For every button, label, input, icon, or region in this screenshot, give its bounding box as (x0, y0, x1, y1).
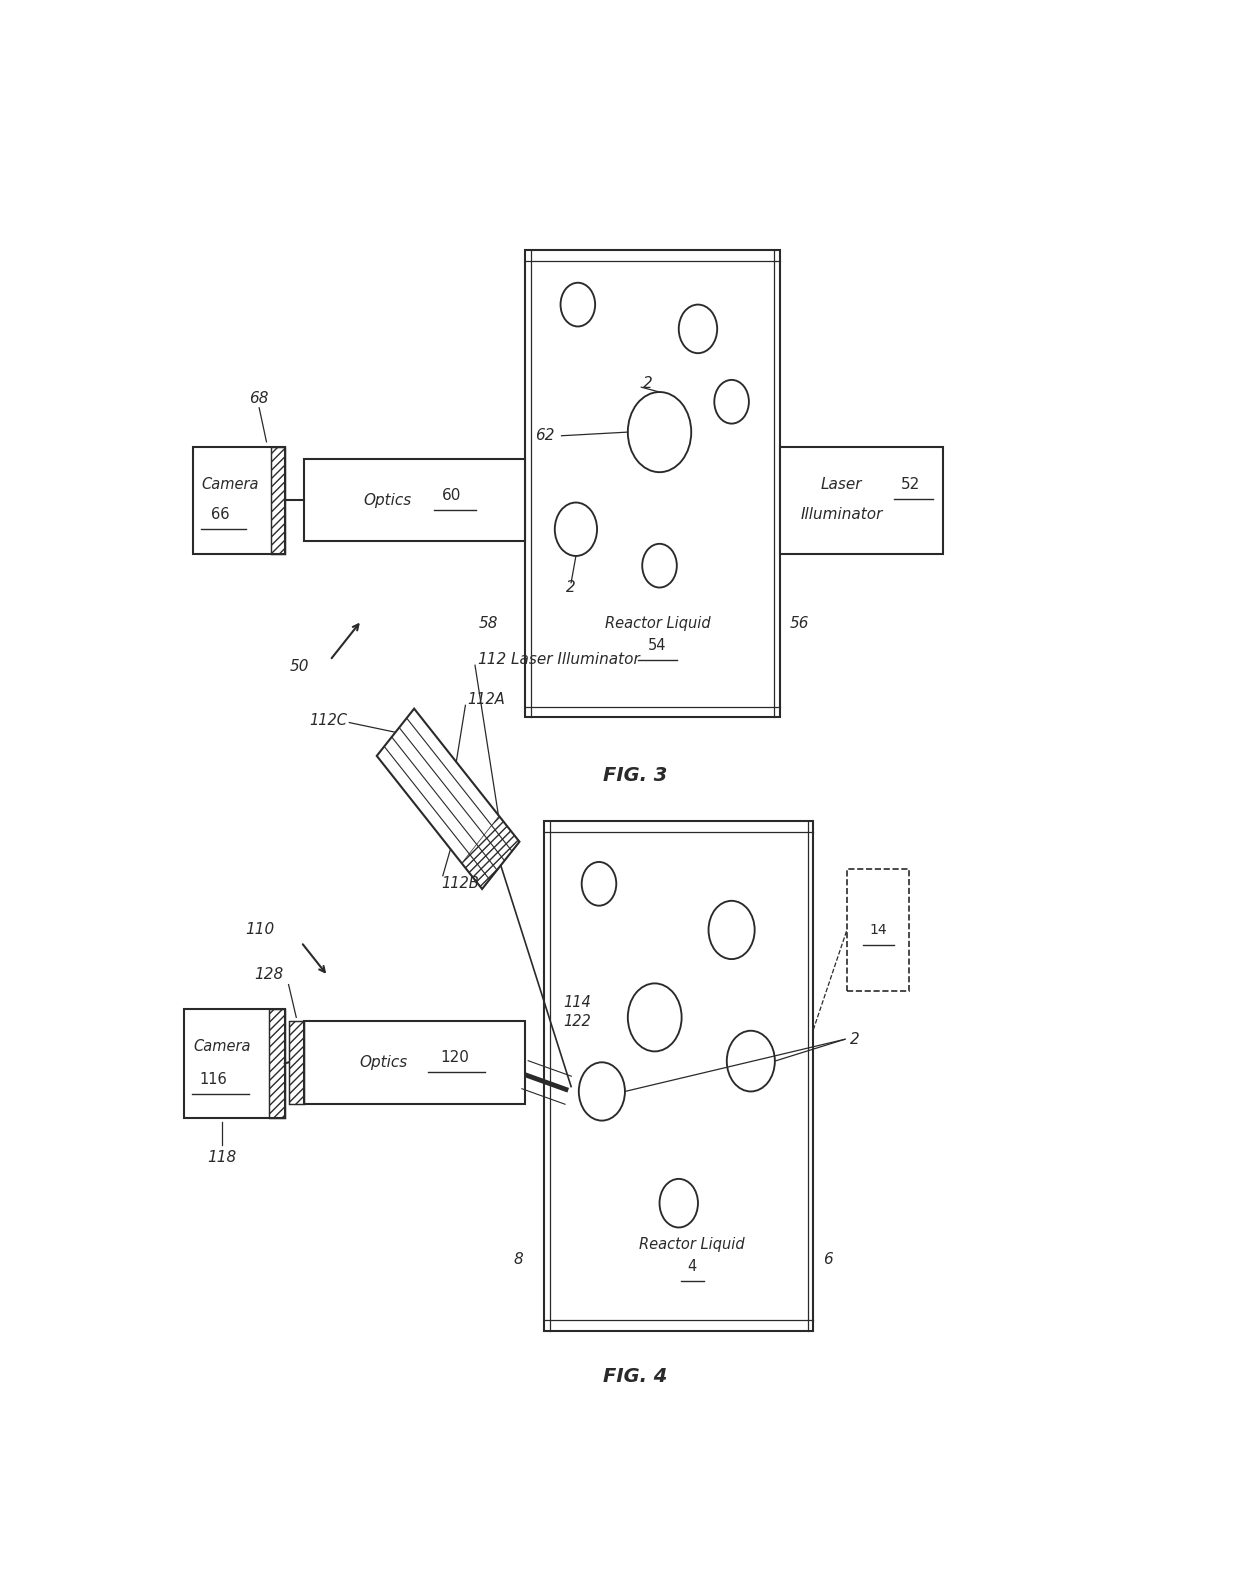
Bar (847, 869, 909, 990)
Circle shape (714, 380, 749, 424)
Bar (289, 1020, 304, 1104)
Text: 14: 14 (869, 923, 887, 937)
Text: Camera: Camera (201, 476, 259, 492)
Text: 4: 4 (687, 1258, 697, 1274)
Text: 2: 2 (849, 1031, 859, 1047)
Bar (304, 459, 525, 541)
Text: 112: 112 (477, 651, 506, 667)
Bar (272, 446, 285, 554)
Bar (269, 1009, 285, 1118)
Text: 66: 66 (212, 508, 229, 522)
Bar (304, 1020, 525, 1104)
Bar (193, 446, 285, 554)
Text: Illuminator: Illuminator (801, 508, 883, 522)
Polygon shape (377, 708, 520, 889)
Circle shape (560, 282, 595, 326)
Text: 116: 116 (200, 1072, 228, 1087)
Text: 50: 50 (289, 659, 309, 673)
Circle shape (627, 984, 682, 1052)
Circle shape (579, 1063, 625, 1121)
Text: Reactor Liquid: Reactor Liquid (605, 617, 711, 631)
Text: Laser Illuminator: Laser Illuminator (511, 651, 640, 667)
Text: 122: 122 (563, 1014, 590, 1030)
Circle shape (660, 1180, 698, 1227)
Text: 118: 118 (207, 1150, 237, 1164)
Text: Reactor Liquid: Reactor Liquid (640, 1238, 745, 1252)
Text: 110: 110 (246, 923, 274, 937)
Bar (289, 1020, 304, 1104)
Text: Camera: Camera (193, 1039, 250, 1053)
Text: FIG. 4: FIG. 4 (604, 1367, 667, 1386)
Circle shape (642, 544, 677, 588)
Circle shape (678, 304, 717, 353)
Text: 62: 62 (534, 429, 554, 443)
Text: FIG. 3: FIG. 3 (604, 766, 667, 785)
Bar (272, 446, 285, 554)
Text: 58: 58 (479, 617, 498, 631)
Text: 68: 68 (249, 391, 269, 405)
Circle shape (708, 900, 755, 959)
Text: Optics: Optics (360, 1055, 408, 1069)
Text: Optics: Optics (363, 492, 412, 508)
Text: 56: 56 (789, 617, 808, 631)
Bar (544, 820, 813, 1331)
Bar (269, 1009, 285, 1118)
Text: 114: 114 (563, 995, 590, 1009)
Text: 2: 2 (567, 580, 577, 595)
Bar (525, 251, 780, 718)
Text: 8: 8 (513, 1252, 523, 1266)
Text: 2: 2 (644, 375, 653, 391)
Text: 60: 60 (443, 487, 461, 503)
Circle shape (582, 863, 616, 905)
Text: 112C: 112C (310, 713, 347, 727)
Bar (184, 1009, 285, 1118)
Text: 120: 120 (440, 1050, 469, 1064)
Text: 128: 128 (254, 967, 284, 982)
Circle shape (727, 1031, 775, 1091)
Text: 112B: 112B (441, 875, 479, 891)
Bar (780, 446, 942, 554)
Text: 112A: 112A (467, 692, 505, 706)
Circle shape (554, 503, 598, 557)
Circle shape (627, 393, 691, 472)
Text: Laser: Laser (821, 476, 863, 492)
Text: 54: 54 (649, 637, 667, 653)
Text: 6: 6 (823, 1252, 832, 1266)
Text: 52: 52 (900, 476, 920, 492)
